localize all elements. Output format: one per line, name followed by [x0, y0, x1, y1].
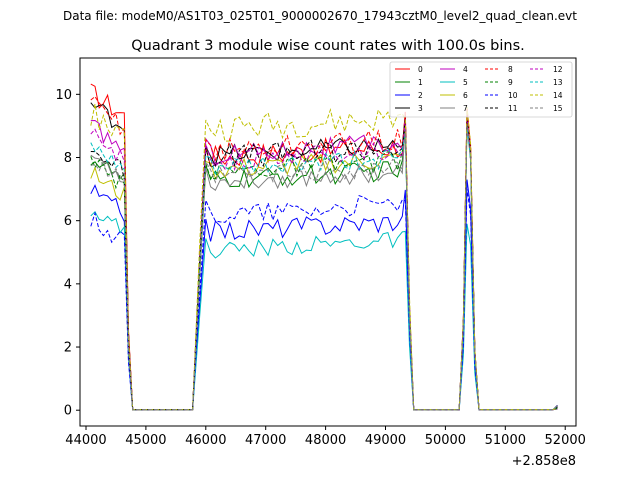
plot-frame	[79, 57, 577, 427]
x-tick-label: 50000	[425, 433, 466, 448]
legend-label: 14	[553, 91, 563, 100]
legend-label: 11	[508, 104, 518, 113]
y-axis-ticks: 0 2 4 6 8 10	[55, 88, 80, 419]
legend-label: 3	[418, 104, 423, 113]
plot-lines	[90, 83, 558, 411]
x-tick-label: 51000	[485, 433, 526, 448]
series-line-1	[90, 119, 558, 411]
series-line-9	[90, 119, 558, 411]
legend-label: 0	[418, 65, 423, 74]
legend-label: 6	[463, 91, 468, 100]
x-tick-label: 45000	[125, 433, 166, 448]
series-line-11	[90, 116, 558, 411]
data-file-suptitle: Data file: modeM0/AS1T03_025T01_90000026…	[63, 9, 577, 23]
legend-label: 5	[463, 78, 468, 87]
x-axis-ticks: 44000 45000 46000 47000 48000 49000 50000 51000…	[65, 426, 586, 448]
x-tick-label: 47000	[245, 433, 286, 448]
legend-frame	[389, 61, 573, 118]
series-line-0	[90, 83, 558, 411]
series-line-13	[90, 125, 558, 411]
series-line-12	[90, 113, 558, 411]
series-line-10	[90, 189, 558, 411]
series-line-14	[90, 103, 558, 411]
chart-title: Quadrant 3 module wise count rates with …	[131, 38, 525, 54]
series-line-2	[90, 179, 558, 411]
y-tick-label: 6	[64, 214, 72, 229]
legend-label: 13	[553, 78, 563, 87]
y-tick-label: 2	[64, 341, 72, 356]
legend-label: 15	[553, 104, 563, 113]
series-line-5	[90, 210, 558, 411]
series-line-8	[90, 95, 558, 411]
series-line-15	[90, 125, 558, 411]
legend-label: 7	[463, 104, 468, 113]
legend-label: 12	[553, 65, 563, 74]
y-tick-label: 10	[55, 88, 72, 103]
x-axis-offset-label: +2.858e8	[512, 454, 576, 469]
legend-label: 1	[418, 78, 423, 87]
x-tick-label: 44000	[65, 433, 106, 448]
series-line-4	[90, 116, 558, 411]
legend-label: 10	[508, 91, 518, 100]
legend-label: 2	[418, 91, 423, 100]
x-tick-label: 52000	[545, 433, 586, 448]
y-tick-label: 4	[64, 277, 72, 292]
legend-label: 8	[508, 65, 513, 74]
x-tick-label: 48000	[305, 433, 346, 448]
y-tick-label: 8	[64, 151, 72, 166]
x-tick-label: 49000	[365, 433, 406, 448]
y-tick-label: 0	[64, 404, 72, 419]
x-tick-label: 46000	[185, 433, 226, 448]
legend-label: 4	[463, 65, 468, 74]
legend-label: 9	[508, 78, 513, 87]
